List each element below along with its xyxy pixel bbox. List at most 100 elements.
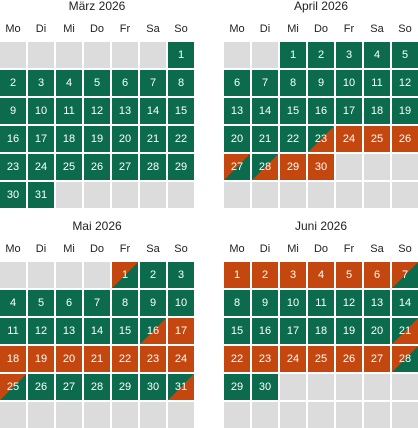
day-cell-4[interactable]: 4 [56,70,82,96]
day-cell-3[interactable]: 3 [168,262,194,288]
day-cell-8[interactable]: 8 [168,70,194,96]
day-cell-10[interactable]: 10 [336,70,362,96]
day-cell-13[interactable]: 13 [364,290,390,316]
day-cell-2[interactable]: 2 [308,42,334,68]
day-cell-20[interactable]: 20 [56,346,82,372]
day-cell-30[interactable]: 30 [140,374,166,400]
day-cell-22[interactable]: 22 [168,126,194,152]
day-cell-12[interactable]: 12 [28,318,54,344]
day-cell-6[interactable]: 6 [112,70,138,96]
day-cell-5[interactable]: 5 [392,42,418,68]
day-cell-8[interactable]: 8 [280,70,306,96]
day-cell-18[interactable]: 18 [364,98,390,124]
day-cell-18[interactable]: 18 [56,126,82,152]
day-cell-9[interactable]: 9 [140,290,166,316]
day-cell-21[interactable]: 21 [392,318,418,344]
day-cell-3[interactable]: 3 [336,42,362,68]
day-cell-12[interactable]: 12 [392,70,418,96]
day-cell-15[interactable]: 15 [280,98,306,124]
day-cell-22[interactable]: 22 [224,346,250,372]
day-cell-30[interactable]: 30 [0,182,26,208]
day-cell-10[interactable]: 10 [168,290,194,316]
day-cell-25[interactable]: 25 [308,346,334,372]
day-cell-11[interactable]: 11 [308,290,334,316]
day-cell-12[interactable]: 12 [84,98,110,124]
day-cell-18[interactable]: 18 [308,318,334,344]
day-cell-14[interactable]: 14 [84,318,110,344]
day-cell-29[interactable]: 29 [280,154,306,180]
day-cell-15[interactable]: 15 [168,98,194,124]
day-cell-5[interactable]: 5 [84,70,110,96]
day-cell-19[interactable]: 19 [336,318,362,344]
day-cell-26[interactable]: 26 [336,346,362,372]
day-cell-12[interactable]: 12 [336,290,362,316]
day-cell-14[interactable]: 14 [140,98,166,124]
day-cell-17[interactable]: 17 [168,318,194,344]
day-cell-6[interactable]: 6 [364,262,390,288]
day-cell-29[interactable]: 29 [112,374,138,400]
day-cell-2[interactable]: 2 [252,262,278,288]
day-cell-17[interactable]: 17 [280,318,306,344]
day-cell-31[interactable]: 31 [28,182,54,208]
day-cell-13[interactable]: 13 [56,318,82,344]
day-cell-3[interactable]: 3 [280,262,306,288]
day-cell-7[interactable]: 7 [252,70,278,96]
day-cell-16[interactable]: 16 [0,126,26,152]
day-cell-27[interactable]: 27 [56,374,82,400]
day-cell-1[interactable]: 1 [280,42,306,68]
day-cell-19[interactable]: 19 [84,126,110,152]
day-cell-22[interactable]: 22 [280,126,306,152]
day-cell-15[interactable]: 15 [224,318,250,344]
day-cell-23[interactable]: 23 [140,346,166,372]
day-cell-31[interactable]: 31 [168,374,194,400]
day-cell-7[interactable]: 7 [84,290,110,316]
day-cell-21[interactable]: 21 [252,126,278,152]
day-cell-16[interactable]: 16 [308,98,334,124]
day-cell-5[interactable]: 5 [28,290,54,316]
day-cell-7[interactable]: 7 [392,262,418,288]
day-cell-1[interactable]: 1 [168,42,194,68]
day-cell-6[interactable]: 6 [224,70,250,96]
day-cell-20[interactable]: 20 [112,126,138,152]
day-cell-29[interactable]: 29 [224,374,250,400]
day-cell-25[interactable]: 25 [56,154,82,180]
day-cell-9[interactable]: 9 [252,290,278,316]
day-cell-27[interactable]: 27 [112,154,138,180]
day-cell-28[interactable]: 28 [392,346,418,372]
day-cell-15[interactable]: 15 [112,318,138,344]
day-cell-27[interactable]: 27 [224,154,250,180]
day-cell-1[interactable]: 1 [224,262,250,288]
day-cell-26[interactable]: 26 [28,374,54,400]
day-cell-11[interactable]: 11 [56,98,82,124]
day-cell-17[interactable]: 17 [28,126,54,152]
day-cell-19[interactable]: 19 [392,98,418,124]
day-cell-9[interactable]: 9 [0,98,26,124]
day-cell-20[interactable]: 20 [364,318,390,344]
day-cell-24[interactable]: 24 [168,346,194,372]
day-cell-4[interactable]: 4 [308,262,334,288]
day-cell-17[interactable]: 17 [336,98,362,124]
day-cell-3[interactable]: 3 [28,70,54,96]
day-cell-14[interactable]: 14 [252,98,278,124]
day-cell-5[interactable]: 5 [336,262,362,288]
day-cell-25[interactable]: 25 [0,374,26,400]
day-cell-27[interactable]: 27 [364,346,390,372]
day-cell-23[interactable]: 23 [308,126,334,152]
day-cell-24[interactable]: 24 [280,346,306,372]
day-cell-10[interactable]: 10 [28,98,54,124]
day-cell-24[interactable]: 24 [28,154,54,180]
day-cell-26[interactable]: 26 [84,154,110,180]
day-cell-28[interactable]: 28 [252,154,278,180]
day-cell-10[interactable]: 10 [280,290,306,316]
day-cell-4[interactable]: 4 [364,42,390,68]
day-cell-14[interactable]: 14 [392,290,418,316]
day-cell-2[interactable]: 2 [0,70,26,96]
day-cell-29[interactable]: 29 [168,154,194,180]
day-cell-16[interactable]: 16 [252,318,278,344]
day-cell-23[interactable]: 23 [252,346,278,372]
day-cell-26[interactable]: 26 [392,126,418,152]
day-cell-1[interactable]: 1 [112,262,138,288]
day-cell-11[interactable]: 11 [0,318,26,344]
day-cell-8[interactable]: 8 [224,290,250,316]
day-cell-8[interactable]: 8 [112,290,138,316]
